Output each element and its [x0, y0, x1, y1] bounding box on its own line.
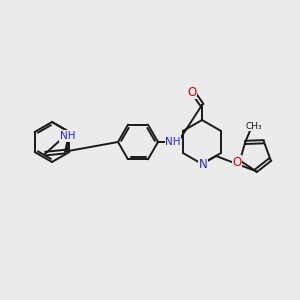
Text: O: O	[188, 85, 196, 98]
Text: O: O	[232, 156, 242, 169]
Text: N: N	[199, 158, 207, 172]
Text: CH₃: CH₃	[246, 122, 262, 131]
Text: NH: NH	[60, 131, 75, 141]
Text: NH: NH	[165, 137, 181, 147]
